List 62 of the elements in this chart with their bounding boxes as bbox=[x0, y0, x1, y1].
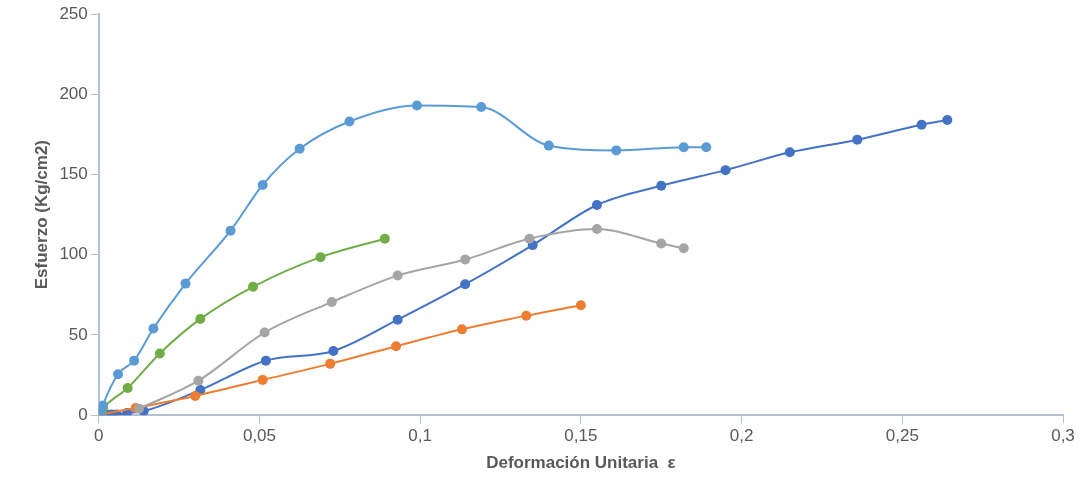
point bbox=[852, 134, 863, 145]
point bbox=[411, 100, 422, 111]
point bbox=[476, 102, 487, 113]
point bbox=[259, 327, 270, 338]
point bbox=[113, 369, 124, 380]
point bbox=[591, 199, 602, 210]
point bbox=[193, 375, 204, 386]
point bbox=[122, 382, 133, 393]
point bbox=[678, 142, 689, 153]
point bbox=[720, 165, 731, 176]
point bbox=[379, 233, 390, 244]
point bbox=[391, 341, 402, 352]
point bbox=[460, 254, 471, 265]
point bbox=[326, 297, 337, 308]
point bbox=[248, 281, 259, 292]
y-tick-label: 0 bbox=[78, 404, 88, 424]
point bbox=[129, 355, 140, 366]
point bbox=[524, 233, 535, 244]
point bbox=[916, 119, 927, 130]
point bbox=[154, 348, 165, 359]
point bbox=[195, 313, 206, 324]
point bbox=[656, 238, 667, 249]
y-tick-label: 250 bbox=[59, 3, 88, 23]
point bbox=[257, 374, 268, 385]
point bbox=[190, 390, 201, 401]
point bbox=[611, 145, 622, 156]
point bbox=[521, 310, 532, 321]
x-tick-label: 0,15 bbox=[564, 426, 598, 446]
point bbox=[460, 279, 471, 290]
point bbox=[392, 270, 403, 281]
point bbox=[942, 114, 953, 125]
point bbox=[784, 147, 795, 158]
x-tick-label: 0,2 bbox=[729, 426, 754, 446]
x-tick-label: 0,25 bbox=[885, 426, 919, 446]
x-axis-title: Deformación Unitaria ε bbox=[486, 453, 676, 473]
x-tick-label: 0,1 bbox=[408, 426, 432, 446]
point bbox=[656, 180, 667, 191]
point bbox=[148, 323, 159, 334]
point bbox=[456, 324, 467, 335]
y-tick-label: 200 bbox=[59, 83, 88, 103]
point bbox=[315, 252, 326, 263]
point bbox=[392, 314, 403, 325]
point bbox=[257, 179, 268, 190]
y-tick-label: 150 bbox=[59, 164, 88, 184]
y-tick-label: 50 bbox=[68, 324, 88, 344]
x-tick-label: 0,3 bbox=[1051, 426, 1075, 446]
y-tick-label: 100 bbox=[59, 244, 88, 264]
point bbox=[294, 143, 305, 154]
y-axis-title: Esfuerzo (Kg/cm2) bbox=[31, 139, 51, 290]
point bbox=[325, 358, 336, 369]
point bbox=[344, 116, 355, 127]
point bbox=[701, 142, 712, 153]
point bbox=[575, 300, 586, 311]
point bbox=[543, 140, 554, 151]
x-tick-label: 0,05 bbox=[242, 426, 277, 446]
point bbox=[678, 243, 689, 254]
point bbox=[260, 355, 271, 366]
point bbox=[591, 224, 602, 235]
point bbox=[225, 225, 236, 236]
point bbox=[180, 278, 191, 289]
x-tick-label: 0 bbox=[94, 426, 104, 446]
point bbox=[328, 346, 339, 357]
